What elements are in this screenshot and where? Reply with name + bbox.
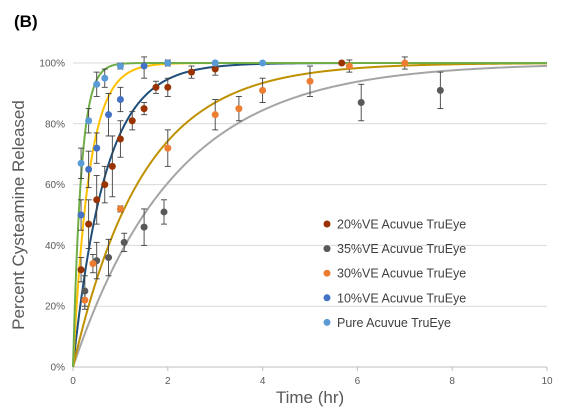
- data-point-series-2: [357, 99, 365, 107]
- data-point-series-4: [140, 62, 148, 70]
- data-point-series-1: [85, 220, 93, 228]
- legend-marker: [323, 245, 331, 253]
- data-point-series-5: [164, 59, 172, 67]
- legend-marker: [323, 294, 331, 302]
- data-point-series-1: [211, 65, 219, 73]
- data-point-series-2: [160, 208, 168, 216]
- data-point-series-5: [101, 74, 109, 82]
- data-point-series-4: [93, 144, 101, 152]
- legend-label: 10%VE Acuvue TruEye: [337, 291, 466, 305]
- legend: 20%VE Acuvue TruEye 35%VE Acuvue TruEye 30…: [323, 218, 466, 330]
- data-point-series-1: [93, 196, 101, 204]
- data-point-series-4: [116, 95, 124, 103]
- fit-curve-5: [72, 62, 547, 368]
- data-point-series-3: [235, 105, 243, 113]
- data-point-series-3: [401, 59, 409, 67]
- data-point-series-3: [116, 205, 124, 213]
- legend-marker: [323, 318, 331, 326]
- data-point-series-3: [259, 86, 267, 94]
- data-point-series-4: [85, 165, 93, 173]
- data-point-series-1: [116, 135, 124, 143]
- tick-labels: 0% 20% 40% 60% 80% 100% 0 2 4 6 8 10: [39, 59, 553, 388]
- data-point-series-2: [120, 238, 128, 246]
- data-point-series-1: [164, 83, 172, 91]
- data-point-series-3: [211, 111, 219, 119]
- data-point-series-5: [211, 59, 219, 67]
- x-tick-label: 4: [260, 376, 266, 387]
- data-point-series-3: [345, 62, 353, 70]
- data-point-series-1: [128, 117, 136, 125]
- data-point-series-4: [105, 111, 113, 119]
- data-point-series-3: [306, 77, 314, 85]
- data-point-series-1: [108, 162, 116, 170]
- data-point-series-1: [338, 59, 346, 67]
- x-tick-label: 10: [541, 376, 553, 387]
- x-tick-label: 2: [165, 376, 171, 387]
- legend-marker: [323, 269, 331, 277]
- data-point-series-4: [77, 211, 85, 219]
- legend-marker: [323, 220, 331, 228]
- legend-label: 35%VE Acuvue TruEye: [337, 242, 466, 256]
- data-point-series-5: [116, 62, 124, 70]
- data-point-series-2: [81, 287, 89, 295]
- y-tick-label: 60%: [45, 180, 65, 191]
- data-point-series-5: [93, 80, 101, 88]
- axes: [72, 366, 548, 371]
- data-point-series-1: [101, 181, 109, 189]
- data-point-series-2: [105, 254, 113, 262]
- legend-label: Pure Acuvue TruEye: [337, 316, 451, 330]
- legend-label: 20%VE Acuvue TruEye: [337, 218, 466, 232]
- data-point-series-1: [77, 266, 85, 274]
- y-tick-label: 20%: [45, 302, 65, 313]
- y-tick-label: 0%: [51, 363, 66, 374]
- data-point-series-1: [140, 105, 148, 113]
- data-point-series-3: [89, 260, 97, 268]
- data-point-series-2: [140, 223, 148, 231]
- data-point-series-2: [436, 86, 444, 94]
- grid: [73, 62, 547, 307]
- y-tick-label: 40%: [45, 241, 65, 252]
- x-tick-label: 8: [449, 376, 455, 387]
- data-point-series-5: [259, 59, 267, 67]
- y-tick-label: 80%: [45, 119, 65, 130]
- data-point-series-5: [85, 117, 93, 125]
- x-axis-title: Time (hr): [276, 388, 344, 407]
- data-point-series-5: [77, 159, 85, 167]
- data-point-series-1: [152, 83, 160, 91]
- y-tick-label: 100%: [39, 59, 65, 70]
- legend-label: 30%VE Acuvue TruEye: [337, 267, 466, 281]
- panel-label: (B): [14, 12, 38, 31]
- data-point-series-1: [188, 68, 195, 76]
- x-tick-label: 6: [355, 376, 361, 387]
- data-point-series-3: [164, 144, 172, 152]
- y-axis-title: Percent Cysteamine Released: [9, 100, 28, 330]
- data-points: [77, 59, 444, 304]
- x-tick-label: 0: [70, 376, 76, 387]
- data-point-series-3: [81, 296, 89, 304]
